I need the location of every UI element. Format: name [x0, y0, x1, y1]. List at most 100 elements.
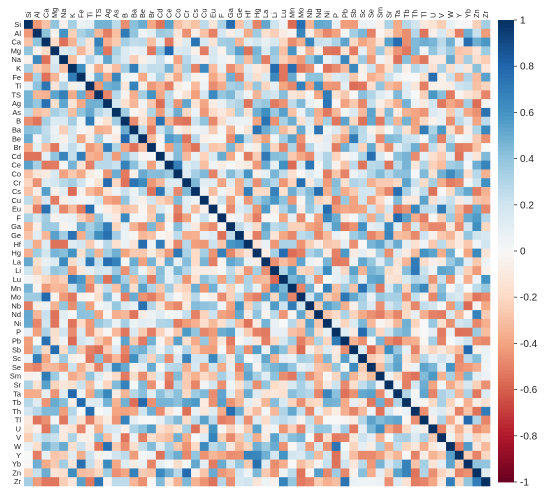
heatmap-cell-nb-ba — [129, 301, 139, 311]
heatmap-cell-pb-ge — [235, 336, 245, 346]
colorbar-segment — [498, 293, 514, 298]
heatmap-cell-k-hf — [243, 63, 253, 74]
heatmap-cell-f-mg — [50, 213, 60, 223]
heatmap-cell-ba-nb — [305, 125, 315, 135]
heatmap-cell-eu-si — [24, 204, 34, 214]
heatmap-cell-as-fe — [76, 107, 86, 118]
heatmap-cell-lu-sr — [384, 274, 394, 285]
heatmap-cell-lu-as — [111, 274, 122, 285]
heatmap-cell-y-as — [111, 450, 122, 460]
heatmap-cell-pb-b — [120, 336, 130, 346]
heatmap-cell-sr-al — [32, 380, 42, 390]
heatmap-cell-hf-y — [454, 239, 464, 249]
heatmap-cell-cu-u — [428, 195, 438, 205]
heatmap-cell-fe-cu — [199, 72, 209, 82]
heatmap-cell-sb-hf — [243, 345, 253, 355]
heatmap-cell-sm-sr — [384, 371, 394, 381]
heatmap-cell-si-se — [366, 20, 376, 30]
heatmap-cell-eu-cs — [191, 204, 201, 214]
heatmap-cell-b-f — [217, 116, 227, 126]
heatmap-cell-ce-y — [454, 160, 464, 170]
heatmap-cell-k-be — [138, 63, 148, 74]
heatmap-cell-v-w — [446, 433, 456, 443]
heatmap-cell-cd-nb — [305, 151, 315, 161]
heatmap-cell-u-nb — [305, 424, 315, 434]
heatmap-cell-tb-ag — [103, 398, 113, 408]
heatmap-cell-w-nd — [314, 442, 324, 452]
heatmap-cell-be-ca — [41, 134, 51, 144]
heatmap-cell-y-cr — [182, 450, 192, 460]
heatmap-cell-cd-pb — [340, 151, 350, 161]
heatmap-cell-nd-ts — [94, 310, 104, 320]
heatmap-cell-al-si — [24, 28, 34, 38]
heatmap-cell-sm-f — [217, 371, 227, 381]
heatmap-cell-lu-hg — [252, 274, 262, 285]
heatmap-cell-ce-tb — [402, 160, 412, 170]
heatmap-cell-co-si — [24, 169, 34, 179]
heatmap-cell-be-ts — [94, 134, 104, 144]
heatmap-cell-hg-se — [366, 248, 376, 258]
row-label-ga: Ga — [11, 222, 22, 231]
heatmap-cell-sb-ni — [322, 345, 333, 355]
heatmap-cell-sb-ag — [103, 345, 113, 355]
heatmap-cell-sr-co — [173, 380, 183, 390]
heatmap-cell-na-eu — [208, 55, 218, 65]
heatmap-cell-ti-sb — [349, 81, 359, 91]
heatmap-cell-cd-ce — [164, 151, 174, 161]
heatmap-cell-mg-br — [147, 46, 157, 56]
heatmap-cell-f-tl — [419, 213, 429, 223]
colorbar-segment — [498, 354, 514, 360]
heatmap-cell-u-sc — [358, 424, 368, 434]
heatmap-cell-nb-al — [32, 301, 42, 311]
heatmap-cell-li-ni — [322, 266, 333, 276]
heatmap-cell-tb-ta — [393, 398, 403, 408]
heatmap-cell-ts-ta — [393, 90, 403, 100]
heatmap-cell-ce-se — [366, 160, 376, 170]
heatmap-cell-ta-zr — [481, 389, 491, 399]
column-label-eu: Eu — [208, 9, 217, 18]
heatmap-cell-p-si — [24, 327, 34, 337]
heatmap-cell-sm-be — [138, 371, 148, 381]
heatmap-cell-na-ca — [41, 55, 51, 65]
heatmap-cell-na-ce — [164, 55, 174, 65]
heatmap-cell-th-p — [331, 406, 341, 416]
heatmap-cell-yb-u — [428, 459, 438, 469]
heatmap-cell-hg-cd — [155, 248, 165, 258]
heatmap-cell-sb-b — [120, 345, 130, 355]
heatmap-cell-sc-lu — [278, 354, 289, 364]
heatmap-cell-b-ta — [393, 116, 403, 126]
heatmap-cell-se-hf — [243, 362, 253, 372]
heatmap-cell-ta-ce — [164, 389, 174, 399]
heatmap-cell-cs-tb — [402, 187, 412, 197]
heatmap-cell-li-k — [67, 266, 78, 276]
heatmap-cell-w-ti — [85, 442, 95, 452]
heatmap-cell-p-ce — [164, 327, 174, 337]
heatmap-cell-na-hf — [243, 55, 253, 65]
heatmap-cell-ts-co — [173, 90, 183, 100]
heatmap-cell-u-p — [331, 424, 341, 434]
heatmap-cell-eu-ti — [85, 204, 95, 214]
heatmap-cell-co-eu — [208, 169, 218, 179]
heatmap-cell-la-si — [24, 257, 34, 267]
heatmap-cell-cd-co — [173, 151, 183, 161]
heatmap-cell-mn-as — [111, 283, 122, 293]
heatmap-cell-zr-fe — [76, 477, 86, 487]
heatmap-cell-p-v — [437, 327, 447, 337]
heatmap-cell-pb-mn — [287, 336, 297, 346]
heatmap-cell-zr-cs — [191, 477, 201, 487]
heatmap-cell-br-tl — [419, 143, 429, 153]
heatmap-cell-fe-p — [331, 72, 341, 82]
heatmap-cell-tl-pb — [340, 415, 350, 425]
heatmap-cell-th-f — [217, 406, 227, 416]
heatmap-cell-na-lu — [278, 55, 289, 65]
heatmap-cell-la-cu — [199, 257, 209, 267]
heatmap-cell-ca-sb — [349, 37, 359, 47]
heatmap-cell-co-hg — [252, 169, 262, 179]
heatmap-cell-ba-ag — [103, 125, 113, 135]
heatmap-cell-k-mn — [287, 63, 297, 74]
heatmap-cell-eu-mg — [50, 204, 60, 214]
heatmap-cell-mn-cs — [191, 283, 201, 293]
heatmap-cell-eu-mn — [287, 204, 297, 214]
heatmap-cell-th-hf — [243, 406, 253, 416]
heatmap-cell-yb-hf — [243, 459, 253, 469]
